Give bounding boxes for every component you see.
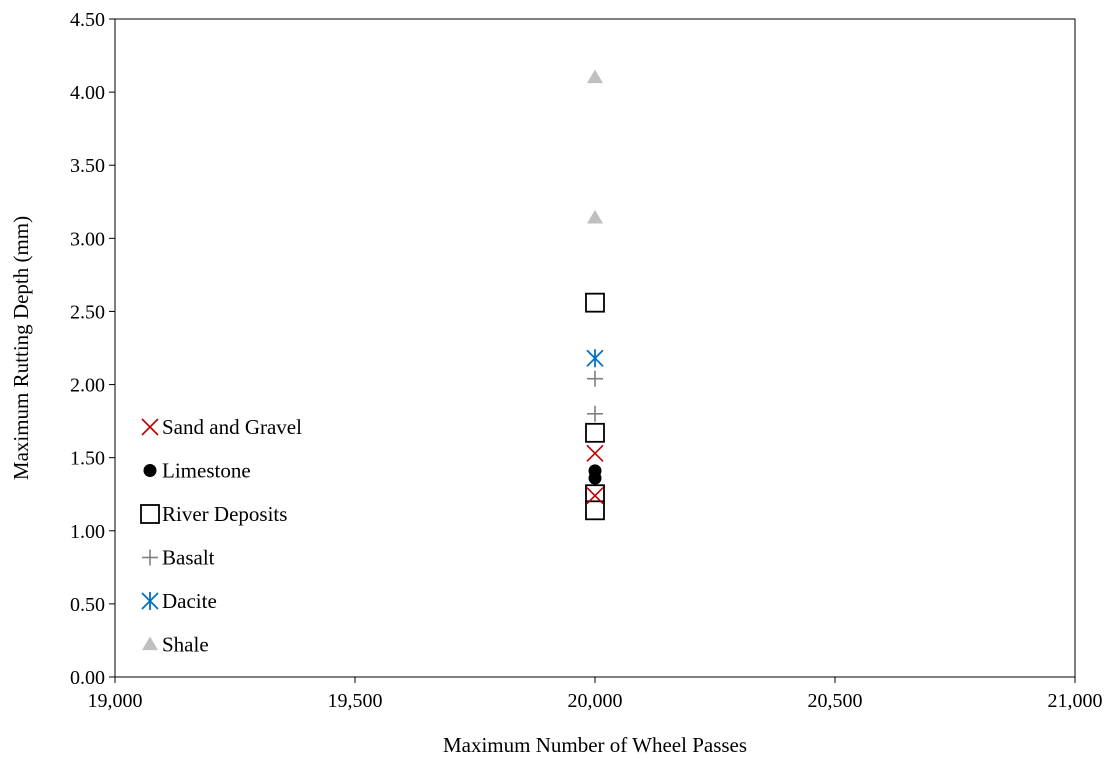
legend-item: River Deposits — [140, 502, 287, 526]
river-deposits-point — [585, 292, 605, 313]
legend-item: Basalt — [142, 546, 215, 570]
legend-marker — [143, 464, 157, 477]
x-tick-label: 21,000 — [1048, 690, 1103, 712]
y-tick-label: 1.50 — [70, 448, 105, 470]
legend-label: Shale — [162, 633, 209, 657]
legend-label: Limestone — [162, 459, 251, 483]
y-tick-label: 2.00 — [70, 375, 105, 397]
legend-marker — [142, 636, 158, 651]
x-axis-title: Maximum Number of Wheel Passes — [443, 733, 747, 757]
legend-marker — [142, 549, 158, 566]
x-axis-ticks: 19,000 19,500 20,000 20,500 21,000 — [88, 677, 1103, 712]
y-axis-title: Maximum Rutting Depth (mm) — [9, 216, 33, 480]
y-tick-label: 2.50 — [70, 301, 105, 323]
legend-marker — [141, 592, 159, 610]
basalt-point — [587, 370, 603, 387]
legend-marker — [140, 504, 160, 524]
x-tick-label: 20,500 — [808, 690, 863, 712]
legend-label: River Deposits — [162, 502, 287, 526]
plot-area-frame — [114, 18, 1076, 678]
y-tick-label: 3.00 — [70, 228, 105, 250]
dacite-point — [586, 349, 604, 368]
y-tick-label: 0.50 — [70, 594, 105, 616]
y-tick-label: 4.00 — [70, 82, 105, 104]
y-tick-label: 0.00 — [70, 667, 105, 689]
legend-marker — [141, 418, 159, 436]
legend-item: Dacite — [141, 589, 217, 613]
y-axis-ticks: 0.00 0.50 1.00 1.50 2.00 2.50 3.00 3.50 4.00 4.50 — [70, 9, 115, 689]
river-deposits-point — [585, 500, 605, 521]
legend: Sand and Gravel Limestone River Deposits Ba… — [140, 415, 302, 657]
legend-label: Basalt — [162, 546, 215, 570]
x-tick-label: 20,000 — [568, 690, 623, 712]
basalt-point — [587, 405, 603, 422]
legend-label: Sand and Gravel — [162, 415, 302, 439]
shale-point — [587, 209, 603, 224]
shale-point — [587, 69, 603, 84]
sand-and-gravel-point — [586, 444, 604, 462]
y-tick-label: 3.50 — [70, 155, 105, 177]
legend-item: Limestone — [143, 459, 251, 483]
limestone-point — [588, 471, 602, 485]
y-tick-label: 4.50 — [70, 9, 105, 31]
legend-label: Dacite — [162, 589, 217, 613]
sand-and-gravel-point — [586, 487, 604, 505]
y-tick-label: 1.00 — [70, 521, 105, 543]
data-points — [585, 69, 605, 521]
legend-item: Sand and Gravel — [141, 415, 302, 439]
x-tick-label: 19,500 — [328, 690, 383, 712]
river-deposits-point — [585, 422, 605, 443]
legend-item: Shale — [142, 633, 209, 657]
x-tick-label: 19,000 — [88, 690, 143, 712]
